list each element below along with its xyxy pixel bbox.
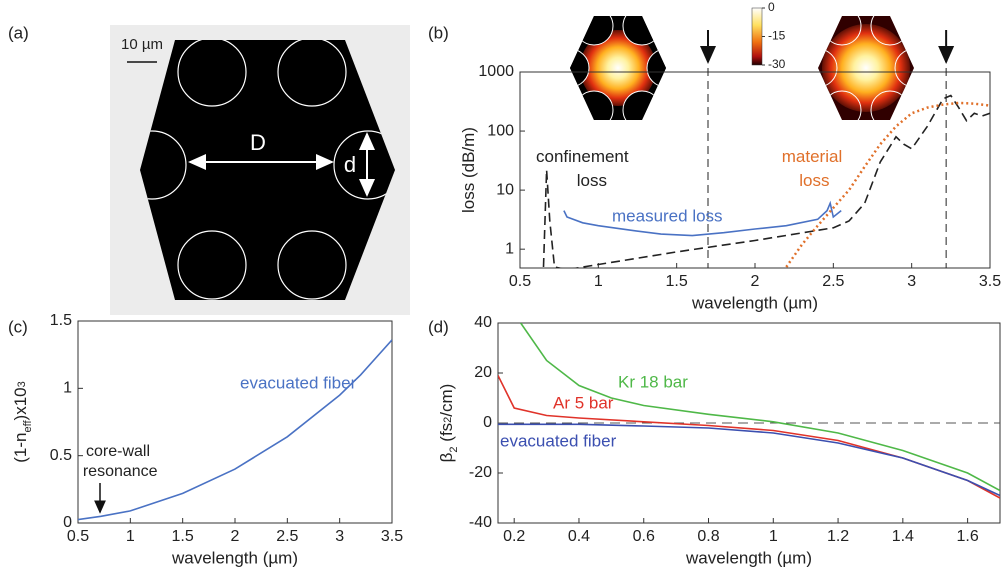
x-tick-label: 1.6 [956, 528, 978, 545]
series-line [498, 423, 1000, 497]
colorbar-label: -15 [768, 29, 786, 43]
y-label-part: loss (dB/m) [459, 127, 478, 213]
y-label-part: eff [22, 420, 34, 433]
y-tick-label: 0.5 [50, 447, 72, 464]
y-axis-label: loss (dB/m) [459, 127, 478, 213]
y-tick-label: 1000 [478, 63, 514, 80]
series-label: evacuated fiber [240, 373, 357, 392]
y-label-part: /cm) [437, 384, 456, 417]
y-tick-label: 1 [63, 380, 72, 397]
x-tick-label: 1 [769, 528, 778, 545]
x-tick-label: 0.8 [697, 528, 719, 545]
capillary [646, 48, 666, 88]
series-line [542, 94, 990, 268]
x-tick-label: 2.5 [822, 273, 844, 290]
y-tick-label: 1 [505, 240, 514, 257]
x-tick-label: 0.5 [509, 273, 531, 290]
series-label: material loss [782, 147, 842, 190]
x-tick-label: 3.5 [979, 273, 1001, 290]
x-tick-label: 3.5 [381, 528, 403, 545]
capillary [622, 90, 662, 120]
panel-label: (d) [428, 317, 449, 336]
capillary [622, 16, 662, 46]
y-tick-label: 40 [474, 314, 492, 331]
axes-frame [77, 320, 393, 524]
x-axis-label: wavelength (µm) [171, 548, 298, 567]
y-label-part: (1-n [11, 433, 30, 463]
x-tick-label: 1.4 [892, 528, 914, 545]
panel-label: (a) [8, 23, 29, 42]
colorbar-label: -30 [768, 57, 786, 71]
x-tick-label: 1.2 [827, 528, 849, 545]
fiber-image: 10 µm D d [110, 25, 410, 315]
x-tick-label: 3 [907, 273, 916, 290]
y-tick-label: 100 [487, 122, 514, 139]
series-label: Ar 5 bar [553, 393, 614, 412]
colorbar [751, 7, 763, 66]
y-label-part: β [437, 452, 456, 462]
series-label-line: material [782, 147, 842, 166]
scale-bar-label: 10 µm [121, 36, 163, 53]
panel-label: (b) [428, 23, 449, 42]
y-tick-label: -40 [469, 514, 492, 531]
x-tick-label: 2.5 [276, 528, 298, 545]
y-label-part: )x10 [11, 387, 30, 420]
y-tick-label: -20 [469, 464, 492, 481]
diameter-label: d [344, 152, 356, 177]
capillary [574, 90, 614, 120]
y-tick-label: 1.5 [50, 312, 72, 329]
capillary [574, 16, 614, 46]
panel-label: (c) [8, 317, 28, 336]
x-tick-label: 3 [335, 528, 344, 545]
x-tick-label: 0.4 [568, 528, 590, 545]
y-label-part: 2 [442, 417, 454, 423]
y-tick-label: 0 [63, 514, 72, 531]
y-axis-label: (1-neff)x103 [11, 381, 33, 462]
colorbar-label: 0 [768, 0, 775, 14]
x-axis-label: wavelength (µm) [685, 548, 812, 567]
y-tick-label: 20 [474, 364, 492, 381]
annotation-line: core-wall [86, 443, 150, 460]
series-label-line: confinement [536, 147, 629, 166]
series-label: evacuated fiber [500, 431, 617, 450]
x-axis-label: wavelength (µm) [691, 293, 818, 312]
series-line [520, 323, 1000, 492]
series-line [785, 101, 990, 268]
mode-field [580, 30, 656, 106]
capillary [818, 48, 838, 88]
x-tick-label: 1.5 [172, 528, 194, 545]
x-tick-label: 1 [594, 273, 603, 290]
x-tick-label: 0.5 [67, 528, 89, 545]
series-label-line: loss [795, 171, 830, 190]
annotation-line: resonance [78, 463, 157, 480]
axes-frame [497, 322, 1001, 524]
series-label: Kr 18 bar [618, 372, 688, 391]
pitch-label: D [250, 130, 266, 155]
x-tick-label: 0.6 [633, 528, 655, 545]
mode-insets [570, 16, 914, 120]
x-tick-label: 1 [126, 528, 135, 545]
capillary [894, 48, 914, 88]
series-label: measured loss [612, 206, 723, 225]
series-line [78, 339, 392, 521]
y-label-part: (fs [437, 423, 456, 447]
series-line [563, 200, 842, 237]
x-tick-label: 0.2 [503, 528, 525, 545]
series-label-line: loss [572, 171, 607, 190]
y-axis-label: β2 (fs2/cm) [437, 384, 459, 463]
mode-field [822, 24, 910, 112]
capillary [570, 48, 590, 88]
x-tick-label: 1.5 [666, 273, 688, 290]
y-tick-label: 0 [483, 414, 492, 431]
annotation: core-wall resonance [78, 443, 157, 480]
x-tick-label: 2 [751, 273, 760, 290]
y-tick-label: 10 [496, 181, 514, 198]
y-label-part: 3 [16, 381, 28, 387]
series-label: confinement loss [536, 147, 629, 190]
y-label-part: 2 [448, 446, 460, 452]
x-tick-label: 2 [231, 528, 240, 545]
